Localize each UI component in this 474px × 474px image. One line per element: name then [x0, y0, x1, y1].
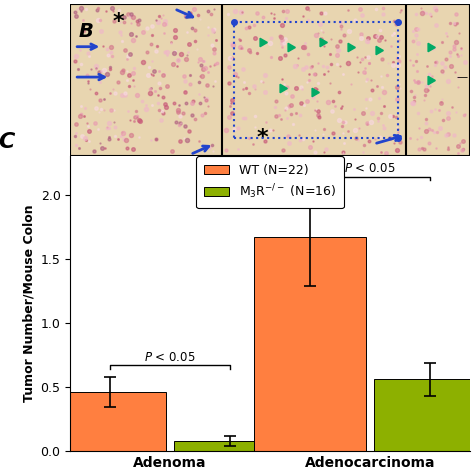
Text: B: B — [78, 22, 93, 41]
Bar — [234, 22, 398, 138]
Bar — [55, 392, 166, 451]
Text: C: C — [0, 133, 15, 153]
Text: —: — — [457, 72, 468, 82]
Bar — [254, 237, 366, 451]
Text: $P$ < 0.05: $P$ < 0.05 — [145, 351, 196, 364]
Text: *: * — [112, 12, 124, 32]
Legend: WT (N=22), M$_3$R$^{-/-}$ (N=16): WT (N=22), M$_3$R$^{-/-}$ (N=16) — [196, 156, 344, 208]
Y-axis label: Tumor Number/Mouse Colon: Tumor Number/Mouse Colon — [22, 205, 35, 402]
Text: $P$ < 0.05: $P$ < 0.05 — [344, 162, 396, 175]
Bar — [174, 441, 286, 451]
Text: *: * — [256, 128, 268, 148]
Bar — [374, 379, 474, 451]
